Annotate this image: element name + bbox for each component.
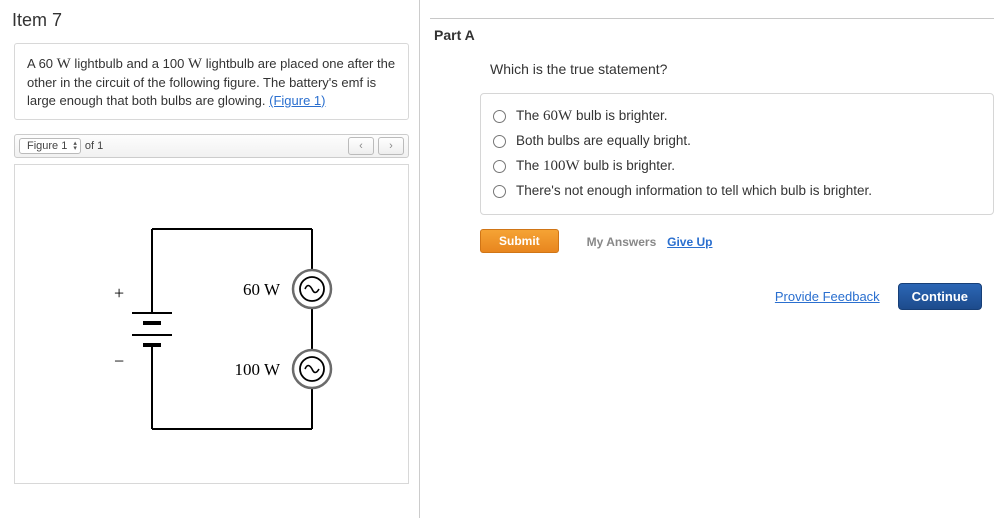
my-answers-label: My Answers [587, 235, 657, 249]
svg-text:60 W: 60 W [243, 280, 281, 299]
option-radio[interactable] [493, 185, 506, 198]
figure-prev-button[interactable]: ‹ [348, 137, 374, 155]
prompt-text: lightbulb and a 100 [71, 56, 188, 71]
figure-link[interactable]: (Figure 1) [269, 93, 325, 108]
svg-text:+: + [114, 283, 124, 303]
option-label: Both bulbs are equally bright. [516, 133, 691, 150]
prompt-text: A 60 [27, 56, 57, 71]
option-label: The 60W bulb is brighter. [516, 108, 668, 125]
figure-count-label: of 1 [85, 140, 103, 152]
figure-canvas: + − 60 W 100 W [14, 164, 409, 484]
option-row[interactable]: The 60W bulb is brighter. [493, 104, 981, 129]
option-row[interactable]: Both bulbs are equally bright. [493, 129, 981, 154]
figure-dropdown-label: Figure 1 [27, 140, 67, 152]
option-row[interactable]: The 100W bulb is brighter. [493, 154, 981, 179]
circuit-diagram: + − 60 W 100 W [52, 179, 372, 469]
problem-prompt: A 60 W lightbulb and a 100 W lightbulb a… [14, 43, 409, 120]
option-label: There's not enough information to tell w… [516, 183, 872, 200]
figure-next-button[interactable]: › [378, 137, 404, 155]
figure-toolbar: Figure 1 ▴▾ of 1 ‹ › [14, 134, 409, 158]
part-title: Part A [430, 27, 994, 43]
figure-selector-group: Figure 1 ▴▾ of 1 [19, 138, 103, 154]
continue-button[interactable]: Continue [898, 283, 982, 310]
answers-links: My Answers Give Up [587, 234, 713, 249]
submit-button[interactable]: Submit [480, 229, 559, 253]
question-text: Which is the true statement? [430, 43, 994, 93]
footer-row: Provide Feedback Continue [430, 283, 982, 310]
option-label: The 100W bulb is brighter. [516, 158, 675, 175]
figure-dropdown[interactable]: Figure 1 ▴▾ [19, 138, 81, 154]
option-radio[interactable] [493, 110, 506, 123]
updown-icon: ▴▾ [73, 141, 77, 151]
provide-feedback-link[interactable]: Provide Feedback [775, 289, 880, 304]
give-up-link[interactable]: Give Up [667, 235, 712, 249]
option-radio[interactable] [493, 160, 506, 173]
watt-symbol: W [188, 56, 202, 72]
option-radio[interactable] [493, 135, 506, 148]
divider [430, 18, 994, 19]
option-row[interactable]: There's not enough information to tell w… [493, 179, 981, 204]
actions-row: Submit My Answers Give Up [480, 229, 994, 253]
item-title: Item 7 [8, 8, 419, 43]
svg-text:−: − [114, 351, 124, 371]
svg-text:100 W: 100 W [234, 360, 280, 379]
watt-symbol: W [57, 56, 71, 72]
options-group: The 60W bulb is brighter. Both bulbs are… [480, 93, 994, 215]
figure-nav: ‹ › [348, 137, 404, 155]
